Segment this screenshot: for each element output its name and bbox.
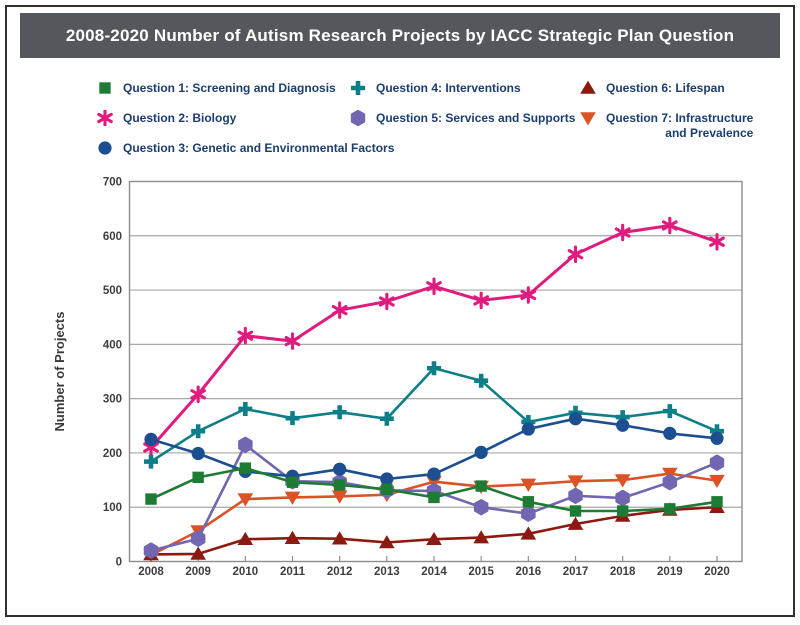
series-question-4: [144, 361, 724, 469]
triangle-down-marker-icon: [580, 112, 596, 126]
svg-text:2017: 2017: [563, 566, 589, 578]
legend-item-question-3: Question 3: Genetic and Environmental Fa…: [96, 141, 394, 156]
svg-text:0: 0: [116, 557, 122, 569]
legend-label: Question 3: Genetic and Environmental Fa…: [123, 141, 395, 155]
legend-label: Question 1: Screening and Diagnosis: [123, 81, 336, 95]
hexagon-marker-icon: [350, 110, 366, 126]
legend-label: Question 4: Interventions: [376, 81, 521, 95]
svg-text:100: 100: [103, 502, 122, 514]
chart-title-bar: 2008-2020 Number of Autism Research Proj…: [20, 13, 780, 58]
svg-text:2014: 2014: [421, 566, 447, 578]
svg-text:700: 700: [103, 177, 122, 189]
svg-text:500: 500: [103, 285, 122, 297]
legend-item-question-2: Question 2: Biology: [96, 110, 237, 126]
svg-text:600: 600: [103, 231, 122, 243]
svg-text:300: 300: [103, 394, 122, 406]
circle-marker-icon: [98, 141, 112, 155]
triangle-up-marker-icon: [580, 80, 596, 94]
series-question-5: [143, 436, 725, 559]
svg-text:2012: 2012: [327, 566, 353, 578]
square-marker-icon: [99, 82, 111, 94]
svg-text:2020: 2020: [704, 566, 730, 578]
series-question-2: [143, 216, 725, 457]
svg-text:2019: 2019: [657, 566, 683, 578]
plus-marker-icon: [351, 81, 365, 95]
svg-text:2016: 2016: [516, 566, 542, 578]
chart-legend: Question 1: Screening and Diagnosis Ques…: [0, 0, 800, 170]
axis-labels: 0 100 200 300 400 500 600 700 2008 2009 2010 2011 20…: [52, 177, 730, 579]
y-axis-title: Number of Projects: [52, 312, 67, 432]
legend-item-question-6: Question 6: Lifespan: [579, 80, 725, 96]
legend-label: Question 5: Services and Supports: [376, 111, 576, 125]
svg-text:400: 400: [103, 339, 122, 351]
legend-item-question-1: Question 1: Screening and Diagnosis: [96, 81, 336, 96]
legend-label: Question 2: Biology: [123, 111, 237, 125]
svg-text:2013: 2013: [374, 566, 400, 578]
legend-item-question-4: Question 4: Interventions: [349, 81, 521, 96]
chart-title: 2008-2020 Number of Autism Research Proj…: [65, 25, 735, 45]
svg-text:2018: 2018: [610, 566, 636, 578]
legend-item-question-5: Question 5: Services and Supports: [349, 110, 576, 126]
svg-text:2010: 2010: [233, 566, 259, 578]
svg-text:200: 200: [103, 448, 122, 460]
svg-text:2009: 2009: [185, 566, 211, 578]
legend-item-question-7: Question 7: Infrastructure and Prevalenc…: [579, 111, 753, 141]
svg-text:2011: 2011: [280, 566, 306, 578]
legend-label: Question 6: Lifespan: [606, 81, 725, 95]
asterisk-marker-icon: [97, 110, 113, 126]
svg-text:2008: 2008: [138, 566, 164, 578]
legend-label: Question 7: Infrastructure and Prevalenc…: [606, 111, 754, 140]
series-question-1: [145, 462, 723, 517]
svg-text:2015: 2015: [468, 566, 494, 578]
plot-grid: [128, 180, 743, 563]
